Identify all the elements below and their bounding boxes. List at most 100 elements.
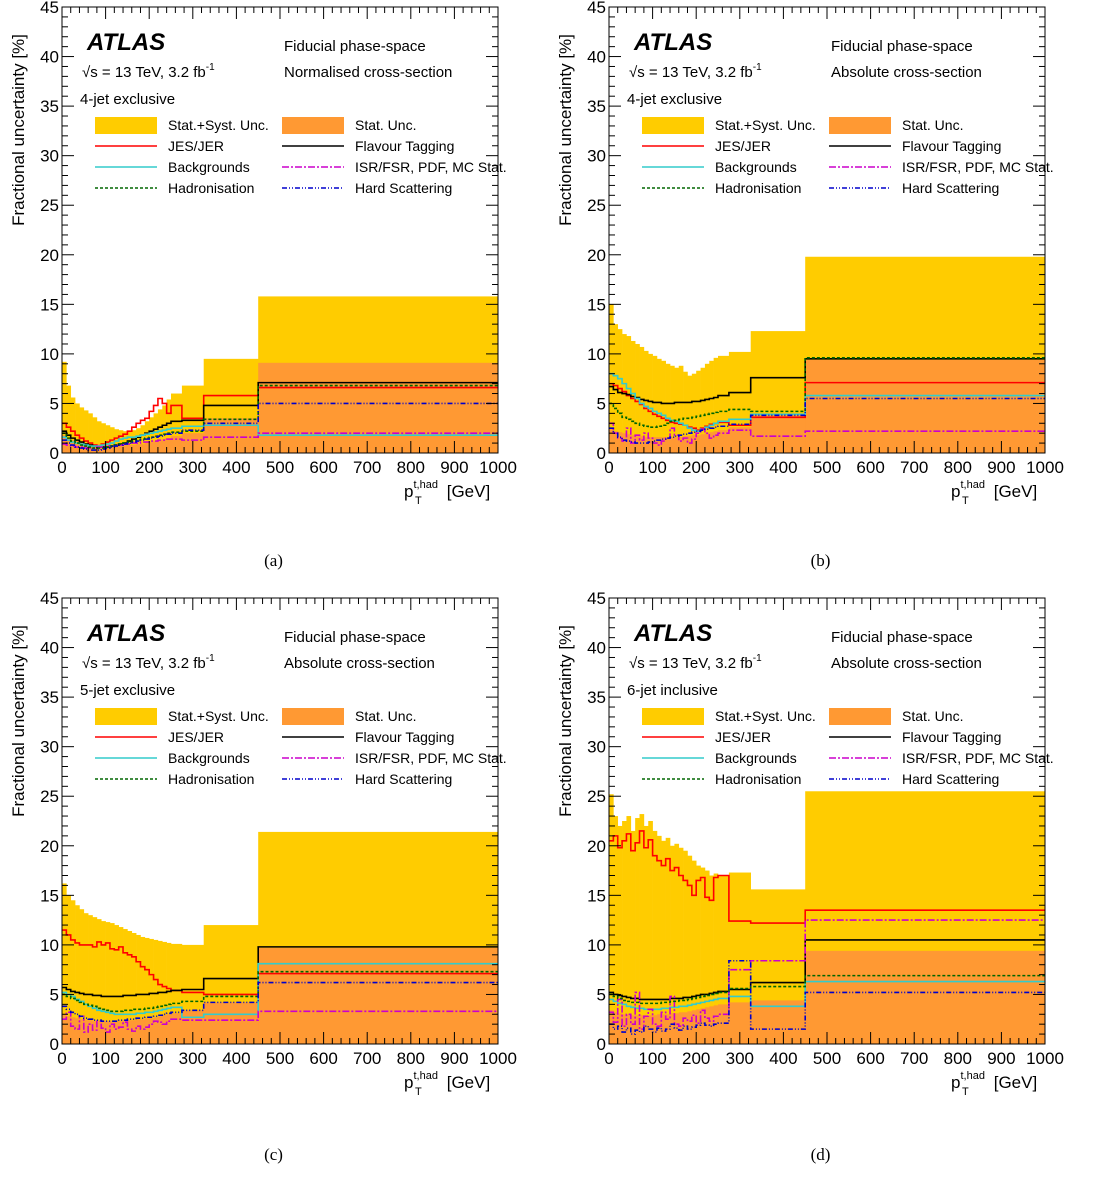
band-bar-0	[123, 431, 128, 453]
y-tick-label: 0	[597, 444, 606, 463]
y-tick-label: 35	[587, 97, 606, 116]
x-axis-label-main: p	[951, 482, 960, 501]
x-tick-label: 600	[309, 1049, 337, 1068]
band-bar-0	[678, 365, 684, 453]
legend-label: JES/JER	[168, 729, 224, 745]
band-bar-1	[166, 438, 172, 453]
band-bar-1	[75, 1018, 80, 1044]
band-bar-1	[118, 1021, 124, 1044]
y-tick-label: 0	[597, 1035, 606, 1054]
band-bar-1	[691, 1010, 697, 1044]
band-bar-1	[123, 1020, 128, 1044]
band-bar-1	[114, 445, 119, 453]
chart-d: 0 5 10 15 20 25 30 35 40 45 0 100 200 300 400 500 600 700…	[556, 591, 1064, 1098]
band-bar-0	[131, 932, 137, 1044]
band-bar-0	[643, 350, 649, 453]
x-tick-label: 800	[944, 1049, 972, 1068]
band-bar-1	[157, 440, 163, 453]
legend-swatch	[282, 117, 344, 134]
band-bar-1	[66, 1016, 72, 1044]
legend-label: ISR/FSR, PDF, MC Stat.	[355, 750, 507, 766]
band-bar-1	[648, 437, 653, 453]
series-line-0	[609, 830, 1045, 924]
band-bar-1	[92, 1021, 98, 1044]
band-bar-0	[153, 413, 159, 453]
band-bar-0	[166, 399, 172, 453]
legend-swatch	[282, 708, 344, 725]
x-tick-label: 800	[944, 458, 972, 477]
band-bar-1	[171, 436, 183, 453]
x-tick-label: 200	[135, 1049, 163, 1068]
experiment-label: ATLAS	[86, 29, 165, 56]
band-bar-1	[709, 432, 714, 453]
band-bar-1	[700, 434, 706, 453]
y-tick-label: 5	[50, 985, 59, 1004]
band-bar-0	[622, 821, 627, 1044]
band-bar-1	[678, 1012, 684, 1044]
y-axis-label: Fractional uncertainty [%]	[9, 34, 28, 226]
band-bar-1	[750, 415, 806, 453]
series-line-2	[609, 980, 1045, 1011]
band-bar-0	[718, 355, 730, 453]
y-tick-label: 15	[587, 886, 606, 905]
band-bar-0	[683, 371, 688, 453]
band-bar-0	[683, 850, 688, 1044]
x-tick-label: 300	[726, 458, 754, 477]
x-axis-label-unit: [GeV]	[989, 482, 1037, 501]
band-bar-1	[96, 1021, 102, 1044]
jet-selection-label: 5-jet exclusive	[80, 682, 175, 699]
y-axis-label: Fractional uncertainty [%]	[556, 625, 575, 817]
band-bar-0	[171, 393, 183, 453]
jet-selection-label: 6-jet inclusive	[627, 682, 718, 699]
y-tick-label: 35	[587, 688, 606, 707]
y-tick-label: 35	[40, 688, 59, 707]
x-tick-label: 500	[813, 1049, 841, 1068]
band-bar-0	[66, 385, 72, 453]
band-bar-1	[728, 427, 751, 453]
y-tick-label: 20	[587, 837, 606, 856]
series-line-1	[62, 946, 498, 998]
band-bar-0	[101, 423, 106, 453]
x-tick-label: 700	[353, 458, 381, 477]
x-tick-label: 300	[726, 1049, 754, 1068]
band-bar-0	[75, 403, 80, 453]
band-bar-0	[83, 410, 89, 453]
band-bar-0	[648, 821, 653, 1044]
y-tick-label: 30	[587, 738, 606, 757]
band-bar-0	[665, 363, 671, 453]
band-bar-1	[162, 1015, 167, 1044]
band-bar-1	[66, 438, 72, 453]
band-bar-0	[656, 358, 662, 453]
band-bar-0	[678, 847, 684, 1044]
band-bar-1	[617, 1013, 623, 1044]
band-bar-1	[203, 418, 259, 453]
band-bar-1	[643, 1015, 649, 1044]
legend-label: Flavour Tagging	[355, 138, 454, 154]
band-bar-1	[626, 1014, 632, 1044]
band-bar-0	[66, 895, 72, 1044]
band-bar-1	[609, 1010, 614, 1044]
band-bar-1	[162, 439, 167, 453]
x-axis-label-main: p	[404, 482, 413, 501]
band-bar-1	[750, 1000, 806, 1044]
band-bar-1	[696, 435, 701, 453]
series-line-4	[62, 970, 498, 1013]
jet-selection-label: 4-jet exclusive	[80, 91, 175, 108]
band-bar-0	[140, 936, 146, 1044]
band-bar-0	[687, 375, 693, 453]
y-tick-label: 10	[40, 345, 59, 364]
series-line-2	[609, 372, 1045, 432]
band-bar-0	[648, 353, 653, 453]
y-tick-label: 20	[40, 246, 59, 265]
band-bar-1	[661, 1014, 666, 1044]
band-bar-1	[149, 1018, 154, 1044]
band-bar-0	[656, 835, 662, 1044]
series-line-5	[609, 959, 1045, 1035]
band-bar-0	[92, 417, 98, 453]
legend-swatch	[95, 117, 157, 134]
band-bar-0	[162, 405, 167, 453]
chart-panel-c: 0 5 10 15 20 25 30 35 40 45 0 100 200 300 400 500 600 700…	[0, 591, 547, 1182]
x-tick-label: 200	[135, 458, 163, 477]
legend-swatch	[642, 117, 704, 134]
band-bar-1	[123, 445, 128, 453]
